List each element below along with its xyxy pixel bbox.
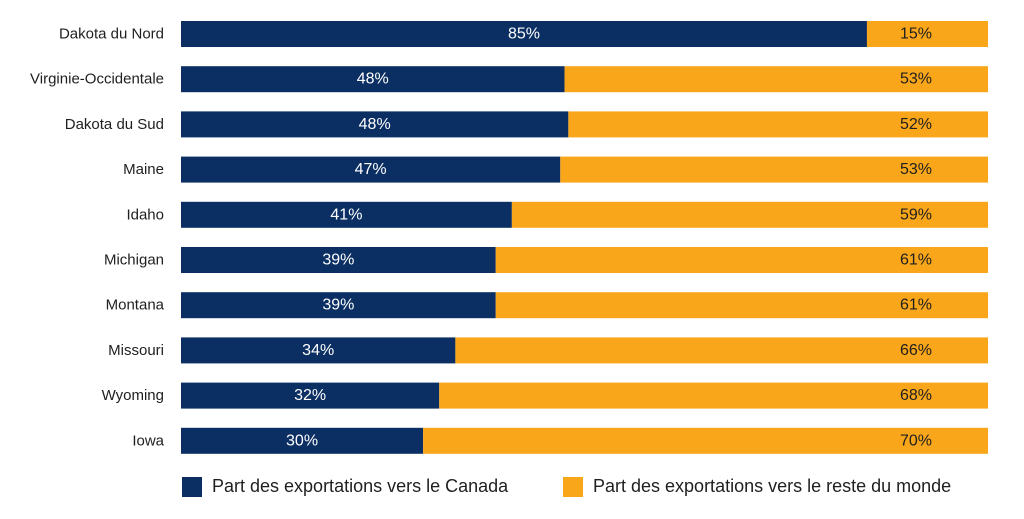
stacked-bar-chart: Dakota du Nord 85% 15% Virginie-Occidentale… (30, 21, 989, 454)
bar-canada (181, 66, 565, 93)
bar-canada (181, 156, 561, 183)
data-label-canada: 39% (322, 297, 354, 314)
data-label-reste-du-monde: 61% (900, 252, 932, 269)
bar-reste-du-monde (560, 156, 988, 183)
category-label: Wyoming (102, 387, 164, 404)
category-label: Iowa (132, 432, 164, 449)
category-label: Missouri (108, 342, 164, 359)
data-label-reste-du-monde: 53% (900, 71, 932, 88)
bar-reste-du-monde (568, 111, 988, 138)
data-label-reste-du-monde: 61% (900, 297, 932, 314)
bar-canada (181, 201, 512, 228)
category-label: Michigan (104, 252, 164, 269)
bar-canada (181, 247, 496, 273)
category-label: Montana (106, 297, 165, 314)
legend-swatch-reste-du-monde (563, 476, 583, 497)
data-label-reste-du-monde: 15% (900, 26, 932, 43)
data-label-reste-du-monde: 66% (900, 342, 932, 359)
category-label: Dakota du Sud (65, 116, 164, 133)
legend-label-canada: Part des exportations vers le Canada (212, 476, 509, 496)
data-label-canada: 34% (302, 342, 334, 359)
category-label: Dakota du Nord (59, 26, 164, 43)
legend-label-reste-du-monde: Part des exportations vers le reste du m… (593, 476, 952, 496)
bar-reste-du-monde (455, 337, 988, 364)
bar-canada (181, 337, 456, 364)
bar-reste-du-monde (866, 21, 988, 47)
legend-item-reste-du-monde: Part des exportations vers le reste du m… (563, 476, 951, 497)
bar-reste-du-monde (495, 247, 988, 273)
data-label-canada: 48% (359, 116, 391, 133)
data-label-reste-du-monde: 53% (900, 161, 932, 178)
bar-canada (181, 292, 496, 319)
bar-canada (181, 427, 424, 454)
legend-swatch-canada (182, 476, 202, 497)
legend-item-canada: Part des exportations vers le Canada (182, 476, 508, 497)
category-label: Maine (123, 161, 164, 178)
data-label-reste-du-monde: 70% (900, 432, 932, 449)
category-label: Idaho (126, 206, 164, 223)
data-label-canada: 39% (322, 252, 354, 269)
data-label-canada: 48% (357, 71, 389, 88)
data-label-reste-du-monde: 52% (900, 116, 932, 133)
bar-reste-du-monde (564, 66, 988, 93)
category-label: Virginie-Occidentale (30, 71, 164, 88)
bar-canada (181, 382, 440, 409)
bar-reste-du-monde (423, 427, 989, 454)
bar-reste-du-monde (511, 201, 988, 228)
data-label-canada: 85% (508, 26, 540, 43)
data-label-canada: 32% (294, 387, 326, 404)
legend: Part des exportations vers le Canada Par… (0, 476, 1024, 506)
data-label-canada: 41% (330, 206, 362, 223)
data-label-reste-du-monde: 59% (900, 206, 932, 223)
data-label-canada: 47% (355, 161, 387, 178)
bar-reste-du-monde (439, 382, 988, 409)
bar-reste-du-monde (495, 292, 988, 319)
bar-canada (181, 21, 867, 47)
data-label-canada: 30% (286, 432, 318, 449)
data-label-reste-du-monde: 68% (900, 387, 932, 404)
bar-canada (181, 111, 569, 138)
